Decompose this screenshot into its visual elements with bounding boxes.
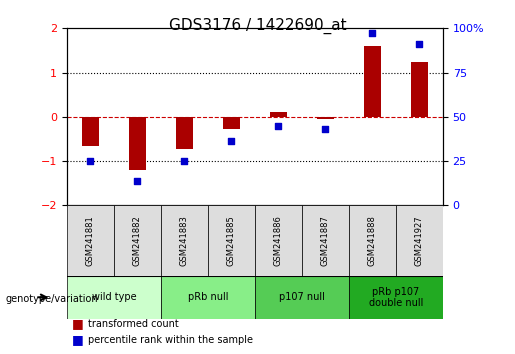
FancyBboxPatch shape xyxy=(67,205,114,276)
FancyBboxPatch shape xyxy=(396,205,443,276)
Bar xyxy=(129,117,146,170)
FancyBboxPatch shape xyxy=(67,276,161,319)
Text: GDS3176 / 1422690_at: GDS3176 / 1422690_at xyxy=(169,18,346,34)
Text: GSM241885: GSM241885 xyxy=(227,215,236,266)
Text: GSM241888: GSM241888 xyxy=(368,215,377,266)
Text: GSM241886: GSM241886 xyxy=(274,215,283,266)
FancyBboxPatch shape xyxy=(255,205,302,276)
Text: wild type: wild type xyxy=(92,292,136,302)
FancyBboxPatch shape xyxy=(255,276,349,319)
Bar xyxy=(270,112,287,117)
Text: transformed count: transformed count xyxy=(88,319,178,329)
Point xyxy=(368,30,376,36)
Point xyxy=(415,41,423,47)
Bar xyxy=(176,117,193,149)
FancyBboxPatch shape xyxy=(161,276,255,319)
Bar xyxy=(82,117,99,145)
FancyBboxPatch shape xyxy=(349,276,443,319)
Text: GSM241883: GSM241883 xyxy=(180,215,189,266)
Text: percentile rank within the sample: percentile rank within the sample xyxy=(88,335,252,345)
Bar xyxy=(364,46,381,117)
Text: genotype/variation: genotype/variation xyxy=(5,294,98,304)
Text: pRb p107
double null: pRb p107 double null xyxy=(369,286,423,308)
Text: GSM241887: GSM241887 xyxy=(321,215,330,266)
FancyBboxPatch shape xyxy=(114,205,161,276)
Bar xyxy=(317,117,334,119)
FancyBboxPatch shape xyxy=(161,205,208,276)
Bar xyxy=(223,117,239,129)
FancyBboxPatch shape xyxy=(349,205,396,276)
Point xyxy=(133,178,142,184)
Text: p107 null: p107 null xyxy=(279,292,325,302)
Bar xyxy=(411,62,427,117)
Text: ■: ■ xyxy=(72,318,84,330)
Text: GSM241882: GSM241882 xyxy=(133,215,142,266)
Text: GSM241881: GSM241881 xyxy=(86,215,95,266)
FancyBboxPatch shape xyxy=(302,205,349,276)
Point xyxy=(321,126,330,132)
Point xyxy=(227,138,235,144)
Point xyxy=(87,158,95,164)
Text: pRb null: pRb null xyxy=(187,292,228,302)
Text: GSM241927: GSM241927 xyxy=(415,215,424,266)
FancyBboxPatch shape xyxy=(208,205,255,276)
Point xyxy=(274,123,283,129)
Point xyxy=(180,158,188,164)
Text: ■: ■ xyxy=(72,333,84,346)
